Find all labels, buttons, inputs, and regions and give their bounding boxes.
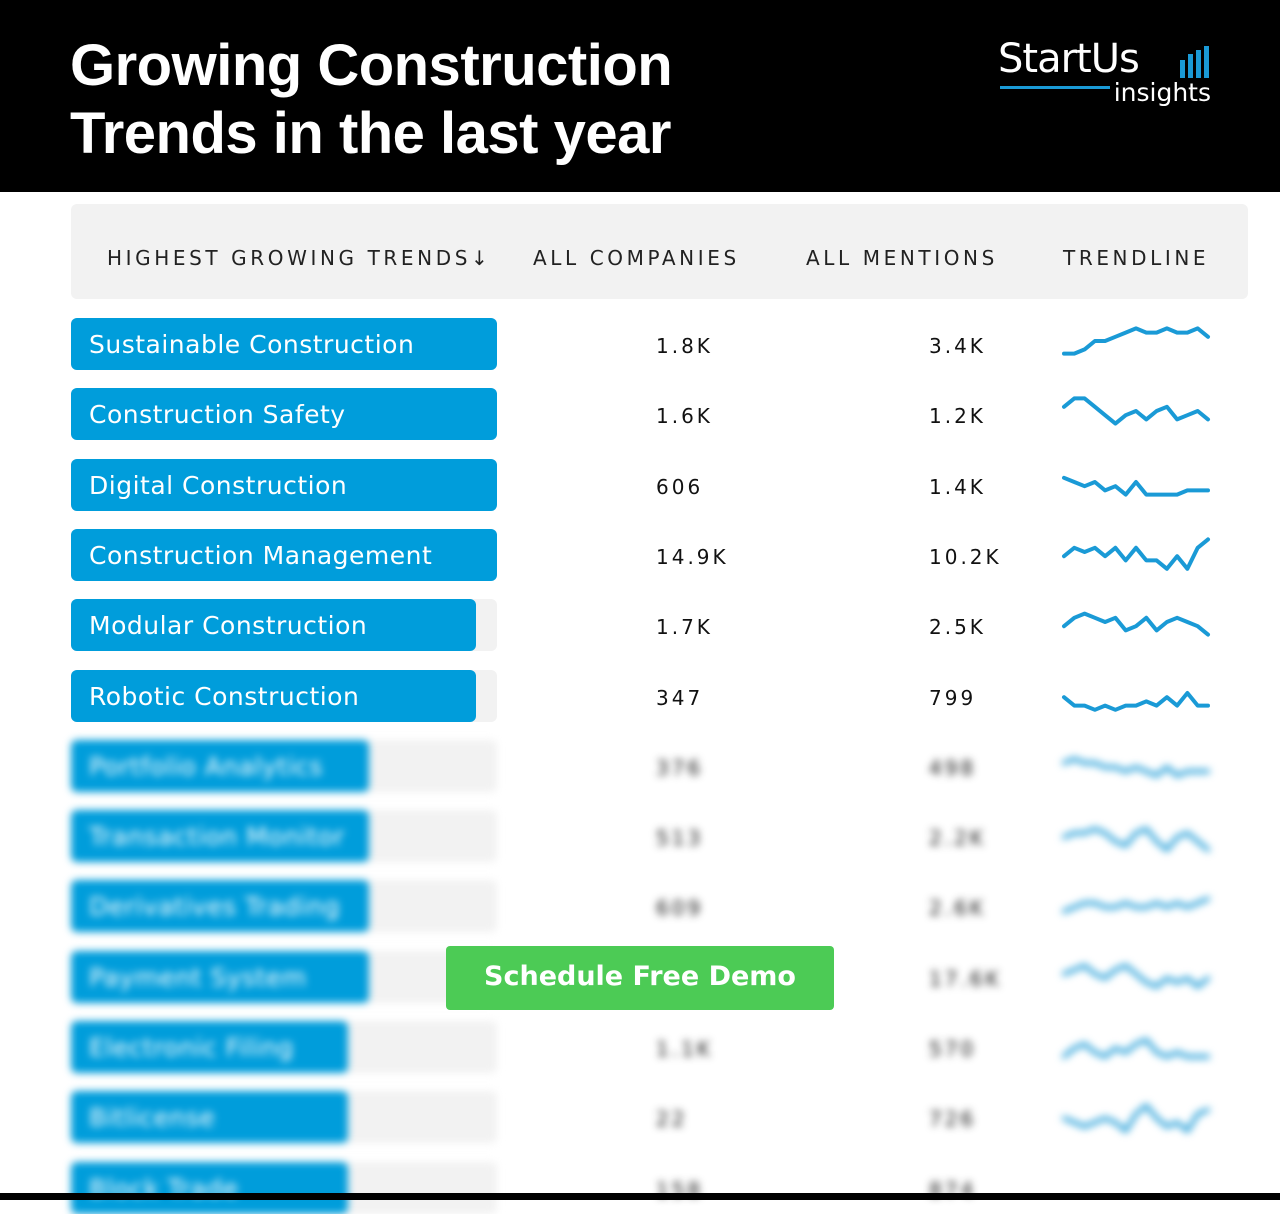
companies-count: 609 bbox=[656, 896, 704, 921]
mentions-count: 17.6K bbox=[929, 966, 1002, 991]
trend-name-bar[interactable]: Payment System bbox=[71, 950, 370, 1003]
mentions-count: 1.2K bbox=[929, 404, 986, 429]
companies-count: 376 bbox=[656, 755, 704, 780]
table-row[interactable]: Portfolio Analytics 376 498 bbox=[71, 739, 1251, 792]
logo-subtext: insights bbox=[1113, 78, 1211, 107]
bar-chart-icon bbox=[1180, 46, 1209, 78]
trend-name-bar[interactable]: Transaction Monitor bbox=[71, 810, 370, 863]
trend-name-bar[interactable]: Robotic Construction bbox=[71, 669, 476, 722]
trend-name-bar[interactable]: Block Trade bbox=[71, 1161, 348, 1214]
column-header-trends[interactable]: HIGHEST GROWING TRENDS↓ bbox=[107, 246, 488, 270]
table-header: HIGHEST GROWING TRENDS↓ ALL COMPANIES AL… bbox=[71, 204, 1248, 299]
title-line-2: Trends in the last year bbox=[70, 101, 671, 166]
trendline-sparkline bbox=[1062, 826, 1210, 852]
trend-name-bar[interactable]: Sustainable Construction bbox=[71, 318, 497, 370]
footer-bar bbox=[0, 1193, 1280, 1200]
logo-underline bbox=[1000, 86, 1110, 89]
trendline-sparkline bbox=[1062, 756, 1210, 778]
companies-count: 14.9K bbox=[656, 544, 729, 569]
trend-name-bar[interactable]: Derivatives Trading bbox=[71, 880, 370, 933]
mentions-count: 2.2K bbox=[929, 826, 986, 851]
trendline-sparkline bbox=[1062, 690, 1210, 712]
trend-name-bar[interactable]: Bitlicense bbox=[71, 1091, 348, 1144]
trendline-path bbox=[1062, 756, 1210, 778]
logo-text: StartUs bbox=[998, 36, 1140, 82]
companies-count: 606 bbox=[656, 474, 704, 499]
trendline-sparkline bbox=[1062, 611, 1210, 637]
trendline-sparkline bbox=[1062, 897, 1210, 914]
trendline-path bbox=[1062, 963, 1210, 989]
trend-name-bar[interactable]: Digital Construction bbox=[71, 458, 497, 511]
trendline-sparkline bbox=[1062, 475, 1210, 497]
trendline-path bbox=[1062, 1103, 1210, 1134]
companies-count: 1.6K bbox=[656, 404, 713, 429]
mentions-count: 3.4K bbox=[929, 334, 986, 358]
trendline-sparkline bbox=[1062, 396, 1210, 426]
companies-count: 22 bbox=[656, 1107, 688, 1132]
trendline-sparkline bbox=[1062, 326, 1210, 356]
trend-name-bar[interactable]: Modular Construction bbox=[71, 599, 476, 652]
trendline-path bbox=[1062, 537, 1210, 571]
mentions-count: 498 bbox=[929, 755, 977, 780]
companies-count: 1.1K bbox=[656, 1037, 713, 1061]
arrow-down-icon: ↓ bbox=[471, 246, 488, 270]
startus-logo[interactable]: StartUs insights bbox=[998, 36, 1213, 112]
trendline-path bbox=[1062, 475, 1210, 497]
trendline-path bbox=[1062, 326, 1210, 356]
table-row[interactable]: Digital Construction 606 1.4K bbox=[71, 458, 1251, 511]
trendline-path bbox=[1062, 396, 1210, 426]
mentions-count: 570 bbox=[929, 1037, 977, 1061]
mentions-count: 10.2K bbox=[929, 544, 1002, 569]
companies-count: 347 bbox=[656, 685, 704, 710]
title-line-1: Growing Construction bbox=[70, 33, 673, 98]
trendline-sparkline bbox=[1062, 537, 1210, 571]
trend-name-bar[interactable]: Electronic Filing bbox=[71, 1021, 348, 1073]
table-row[interactable]: Transaction Monitor 513 2.2K bbox=[71, 810, 1251, 863]
table-row[interactable]: Robotic Construction 347 799 bbox=[71, 669, 1251, 722]
companies-count: 1.8K bbox=[656, 334, 713, 358]
mentions-count: 726 bbox=[929, 1107, 977, 1132]
trend-name-bar[interactable]: Portfolio Analytics bbox=[71, 739, 370, 792]
trendline-sparkline bbox=[1062, 1103, 1210, 1134]
table-row[interactable]: Bitlicense 22 726 bbox=[71, 1091, 1251, 1144]
trendline-path bbox=[1062, 826, 1210, 852]
table-row[interactable]: Payment System 17.6K bbox=[71, 950, 1251, 1003]
column-header-mentions[interactable]: ALL MENTIONS bbox=[806, 246, 998, 270]
page-title: Growing Construction Trends in the last … bbox=[70, 32, 673, 168]
table-row[interactable]: Electronic Filing 1.1K 570 bbox=[71, 1021, 1251, 1073]
trendline-sparkline bbox=[1062, 963, 1210, 989]
table-row[interactable]: Modular Construction 1.7K 2.5K bbox=[71, 599, 1251, 652]
trendline-path bbox=[1062, 611, 1210, 637]
companies-count: 1.7K bbox=[656, 615, 713, 640]
companies-count: 513 bbox=[656, 826, 704, 851]
trend-name-bar[interactable]: Construction Management bbox=[71, 528, 497, 581]
mentions-count: 2.6K bbox=[929, 896, 986, 921]
schedule-demo-button[interactable]: Schedule Free Demo bbox=[446, 946, 834, 1010]
mentions-count: 1.4K bbox=[929, 474, 986, 499]
table-row[interactable]: Block Trade 158 874 bbox=[71, 1161, 1251, 1214]
trendline-path bbox=[1062, 897, 1210, 914]
trendline-sparkline bbox=[1062, 1037, 1210, 1059]
column-header-trendline: TRENDLINE bbox=[1063, 246, 1210, 270]
column-header-companies[interactable]: ALL COMPANIES bbox=[533, 246, 740, 270]
trend-name-bar[interactable]: Construction Safety bbox=[71, 388, 497, 441]
table-row[interactable]: Construction Safety 1.6K 1.2K bbox=[71, 388, 1251, 441]
mentions-count: 2.5K bbox=[929, 615, 986, 640]
mentions-count: 799 bbox=[929, 685, 977, 710]
header: Growing Construction Trends in the last … bbox=[0, 0, 1280, 192]
trendline-path bbox=[1062, 1037, 1210, 1059]
trendline-path bbox=[1062, 690, 1210, 712]
table-row[interactable]: Derivatives Trading 609 2.6K bbox=[71, 880, 1251, 933]
table-row[interactable]: Construction Management 14.9K 10.2K bbox=[71, 528, 1251, 581]
table-row[interactable]: Sustainable Construction 1.8K 3.4K bbox=[71, 318, 1251, 370]
